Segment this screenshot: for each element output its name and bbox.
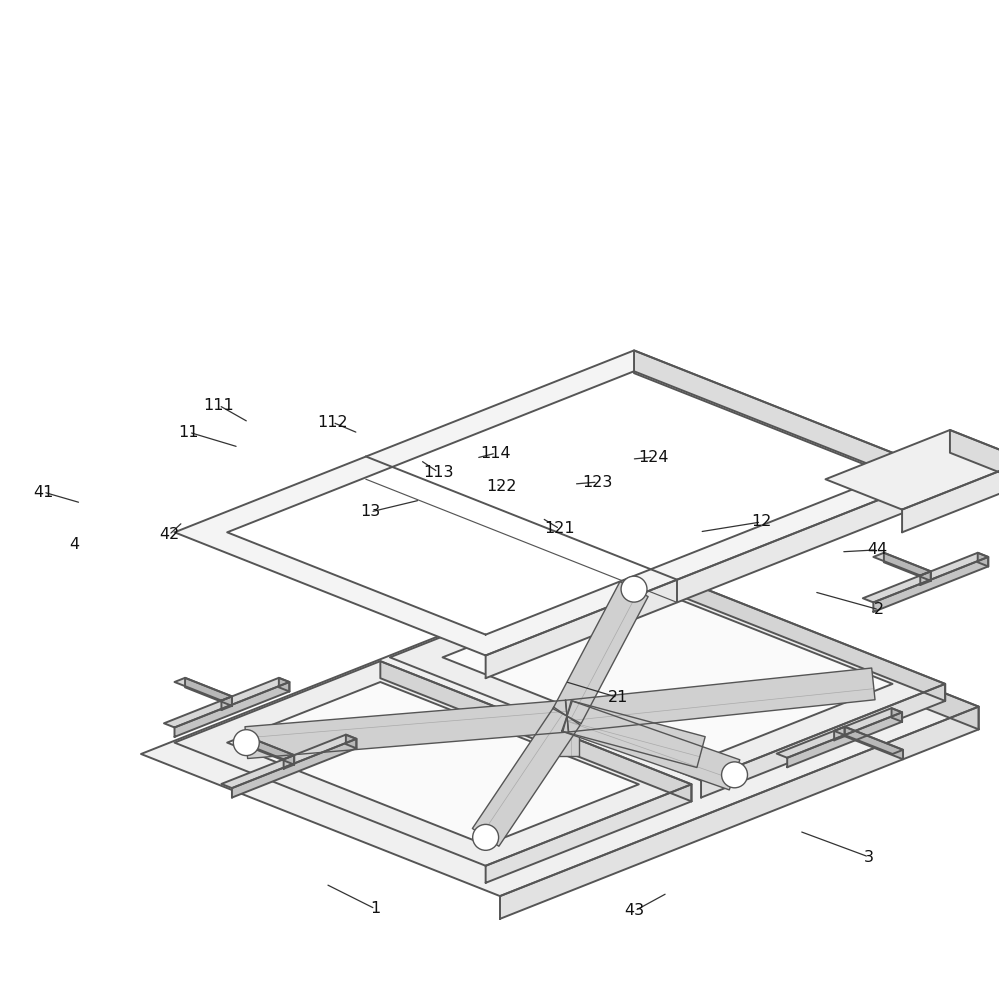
Polygon shape (486, 474, 945, 678)
Polygon shape (884, 553, 931, 581)
Text: 124: 124 (638, 450, 669, 465)
Polygon shape (380, 661, 691, 801)
Text: 11: 11 (179, 425, 199, 440)
Text: 41: 41 (33, 485, 53, 500)
Text: 21: 21 (607, 690, 628, 705)
Polygon shape (472, 707, 580, 846)
Text: 43: 43 (625, 903, 645, 918)
Polygon shape (873, 553, 931, 576)
Polygon shape (950, 430, 1000, 483)
Circle shape (233, 730, 259, 756)
Polygon shape (902, 460, 1000, 532)
Text: 2: 2 (874, 602, 884, 617)
Polygon shape (978, 553, 988, 566)
Polygon shape (634, 561, 945, 701)
Polygon shape (164, 678, 289, 727)
Polygon shape (834, 727, 903, 754)
Polygon shape (620, 565, 979, 729)
Polygon shape (863, 553, 988, 602)
Polygon shape (555, 716, 579, 756)
Text: 42: 42 (159, 527, 179, 542)
Polygon shape (185, 678, 232, 706)
Polygon shape (221, 696, 232, 710)
Polygon shape (141, 565, 979, 896)
Polygon shape (553, 582, 648, 724)
Circle shape (722, 762, 748, 788)
Polygon shape (232, 739, 356, 798)
Circle shape (621, 576, 647, 602)
Polygon shape (247, 737, 294, 765)
Text: 3: 3 (864, 850, 874, 865)
Text: 122: 122 (487, 479, 517, 494)
Polygon shape (634, 350, 945, 496)
Text: 4: 4 (69, 537, 79, 552)
Text: 44: 44 (867, 542, 887, 557)
Polygon shape (787, 712, 902, 767)
Text: 13: 13 (360, 504, 380, 519)
Polygon shape (175, 682, 289, 737)
Polygon shape (284, 755, 294, 769)
Text: 121: 121 (545, 521, 575, 536)
Text: 111: 111 (203, 398, 234, 413)
Text: 1: 1 (370, 901, 380, 916)
Text: 12: 12 (751, 514, 771, 529)
Polygon shape (443, 582, 893, 760)
Polygon shape (390, 561, 945, 781)
Text: 113: 113 (423, 465, 453, 480)
Text: 112: 112 (317, 415, 348, 430)
Polygon shape (892, 708, 902, 722)
Circle shape (473, 824, 499, 850)
Polygon shape (565, 668, 875, 732)
Polygon shape (279, 678, 289, 691)
Polygon shape (221, 735, 356, 788)
Polygon shape (227, 682, 639, 845)
Polygon shape (346, 735, 356, 748)
Polygon shape (175, 678, 232, 701)
Polygon shape (562, 701, 740, 790)
Polygon shape (486, 784, 691, 883)
Polygon shape (500, 707, 979, 919)
Polygon shape (237, 737, 294, 759)
Text: 114: 114 (481, 446, 511, 461)
Polygon shape (563, 701, 705, 768)
Polygon shape (245, 700, 568, 759)
Polygon shape (825, 430, 1000, 510)
Polygon shape (777, 708, 902, 758)
Polygon shape (920, 571, 931, 585)
Polygon shape (227, 371, 893, 635)
Polygon shape (175, 350, 945, 655)
Polygon shape (175, 661, 691, 866)
Polygon shape (834, 727, 845, 740)
Polygon shape (701, 684, 945, 798)
Polygon shape (873, 557, 988, 612)
Polygon shape (845, 727, 903, 759)
Text: 123: 123 (583, 475, 613, 490)
